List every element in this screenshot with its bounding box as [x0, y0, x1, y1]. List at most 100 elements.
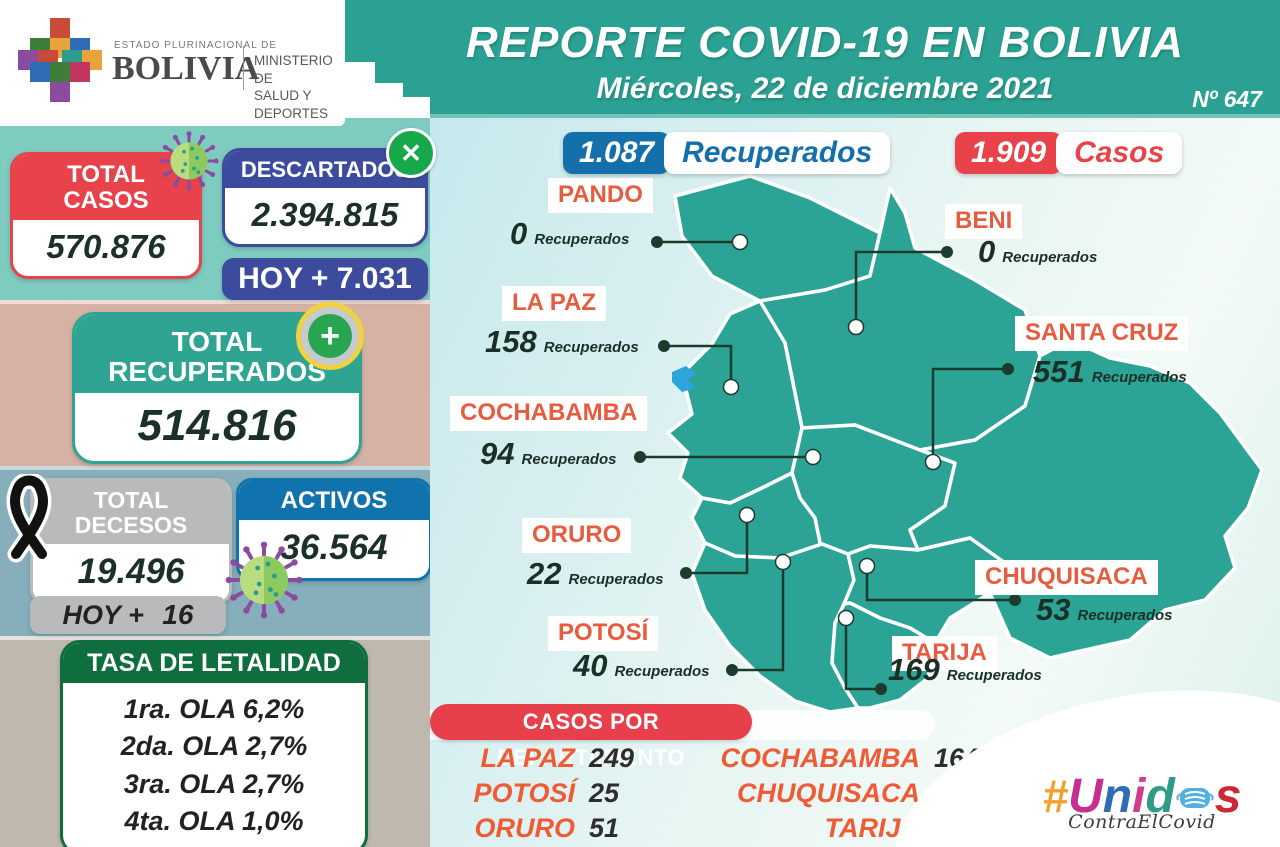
casos-badge-value: 1.909 — [955, 132, 1063, 174]
campaign-hash: # — [1042, 769, 1069, 822]
total-recuperados-value: 514.816 — [137, 401, 297, 451]
lapaz-value: 158 — [485, 324, 537, 359]
report-number: Nº 647 — [1192, 86, 1262, 112]
total-decesos-label: TOTAL DECESOS — [33, 481, 229, 544]
case-name: ORURO — [474, 813, 576, 843]
oruro-unit: Recuperados — [568, 571, 664, 588]
map-value-potosi: 40 Recuperados — [573, 648, 710, 684]
casos-badge: 1.909 Casos — [955, 132, 1183, 174]
map-label-potosi: POTOSÍ — [548, 616, 659, 651]
mourning-ribbon-icon — [6, 474, 52, 563]
tasa-row-2: 2da. OLA 2,7% — [120, 731, 308, 762]
map-value-lapaz: 158 Recuperados — [485, 324, 639, 360]
map-label-oruro: ORURO — [522, 518, 632, 553]
total-casos-label-2: CASOS — [63, 186, 149, 214]
case-value: 249 — [589, 743, 635, 773]
tasa-row-1: 1ra. OLA 6,2% — [123, 694, 305, 724]
decesos-today-pill: HOY + 16 — [30, 596, 226, 634]
map-label-chuquisaca: CHUQUISACA — [975, 560, 1158, 595]
campaign-letter: s — [1214, 769, 1242, 823]
map-label-beni: BENI — [945, 204, 1023, 239]
case-value: 25 — [589, 778, 620, 808]
case-row-oruro: ORURO 51 — [460, 813, 690, 847]
logo-country-text: BOLIVIA — [112, 50, 260, 87]
map-value-santacruz: 551 Recuperados — [1033, 354, 1187, 390]
lapaz-unit: Recuperados — [543, 339, 639, 356]
beni-value: 0 — [978, 234, 996, 269]
total-decesos-card: TOTAL DECESOS 19.496 — [30, 478, 232, 605]
oruro-value: 22 — [527, 556, 562, 591]
bolivia-map — [634, 174, 1264, 714]
tarija-value: 169 — [888, 652, 940, 687]
map-label-tarija: TARIJA — [892, 636, 997, 671]
recuperados-badge-label: Recuperados — [664, 132, 891, 174]
government-logo-box: ESTADO PLURINACIONAL DE BOLIVIA MINISTER… — [0, 0, 345, 126]
descartados-value: 2.394.815 — [251, 195, 399, 233]
leader-chuquisaca — [865, 566, 1015, 602]
lake-titicaca-icon — [672, 366, 696, 392]
plus-circle-icon: + — [296, 302, 364, 370]
virus-icon — [158, 130, 220, 192]
map-value-tarija: 169 Recuperados — [888, 652, 1042, 688]
recuperados-badge: 1.087 Recuperados — [563, 132, 891, 174]
map-label-cochabamba: COCHABAMBA — [450, 396, 648, 431]
logo-divider — [243, 46, 244, 90]
map-value-cochabamba: 94 Recuperados — [480, 436, 617, 472]
leader-tarija — [844, 618, 881, 691]
case-name: CHUQUISACA — [736, 778, 920, 808]
cochabamba-value: 94 — [480, 436, 515, 471]
case-name: TARIJA — [824, 813, 920, 843]
total-decesos-value: 19.496 — [77, 551, 185, 591]
logo-step-3 — [403, 97, 430, 118]
map-value-oruro: 22 Recuperados — [527, 556, 664, 592]
campaign-letter: U — [1068, 769, 1103, 823]
recuperados-label-1: TOTAL — [171, 326, 263, 357]
ministry-line2: SALUD Y DEPORTES — [254, 88, 329, 121]
tarija-unit: Recuperados — [946, 667, 1042, 684]
leader-santacruz — [931, 367, 1008, 462]
case-name: LA PAZ — [480, 743, 576, 773]
campaign-letter: d — [1145, 769, 1175, 823]
decesos-today-label: HOY + — [62, 600, 144, 630]
campaign-letter: n — [1102, 769, 1133, 823]
logo-small-text: ESTADO PLURINACIONAL DE — [114, 40, 278, 51]
decesos-today-value: 16 — [162, 599, 194, 630]
tasa-row-3: 3ra. OLA 2,7% — [123, 768, 305, 799]
leader-potosi — [732, 562, 785, 672]
logo-step-2 — [375, 83, 403, 118]
discarded-x-icon: ✕ — [386, 128, 436, 178]
campaign-tagline: ContraElCovid — [1068, 810, 1216, 833]
tasa-letalidad-card: TASA DE LETALIDAD 1ra. OLA 6,2% 2da. OLA… — [60, 640, 368, 847]
tasa-row-4: 4ta. OLA 1,0% — [124, 805, 304, 836]
map-label-pando: PANDO — [548, 178, 653, 213]
map-label-lapaz: LA PAZ — [502, 286, 606, 321]
pando-unit: Recuperados — [534, 231, 630, 248]
total-casos-label-1: TOTAL — [67, 161, 145, 188]
activos-label: ACTIVOS — [239, 481, 429, 520]
case-name: POTOSÍ — [473, 778, 575, 808]
recuperados-badge-value: 1.087 — [563, 132, 671, 174]
chakana-cross-icon — [18, 18, 102, 102]
cochabamba-unit: Recuperados — [521, 451, 617, 468]
case-row-potosi: POTOSÍ 25 — [460, 778, 690, 813]
map-panel: 1.087 Recuperados 1.909 Casos PANDO 0 Rec… — [430, 118, 1280, 847]
leader-oruro — [686, 515, 749, 575]
campaign-letter: i — [1132, 769, 1146, 823]
map-label-santacruz: SANTA CRUZ — [1015, 316, 1189, 351]
pando-value: 0 — [510, 216, 528, 251]
chuquisaca-value: 53 — [1036, 592, 1071, 627]
potosi-value: 40 — [573, 648, 608, 683]
descartados-today-pill: HOY + 7.031 — [222, 258, 428, 300]
report-date: Miércoles, 22 de diciembre 2021 — [596, 72, 1054, 105]
map-value-pando: 0 Recuperados — [510, 216, 629, 252]
activos-value: 36.564 — [280, 527, 388, 567]
map-value-chuquisaca: 53 Recuperados — [1036, 592, 1173, 628]
leader-lapaz — [664, 344, 733, 387]
casos-badge-label: Casos — [1056, 132, 1183, 174]
ministry-line1: MINISTERIO DE — [254, 53, 333, 86]
face-mask-icon — [1176, 787, 1214, 808]
potosi-unit: Recuperados — [614, 663, 710, 680]
leader-beni — [854, 250, 947, 327]
stats-sidebar: TOTAL CASOS 570.876 DESCARTADOS 2.394.81… — [0, 118, 436, 847]
logo-ministry-text: MINISTERIO DE SALUD Y DEPORTES — [254, 52, 345, 122]
